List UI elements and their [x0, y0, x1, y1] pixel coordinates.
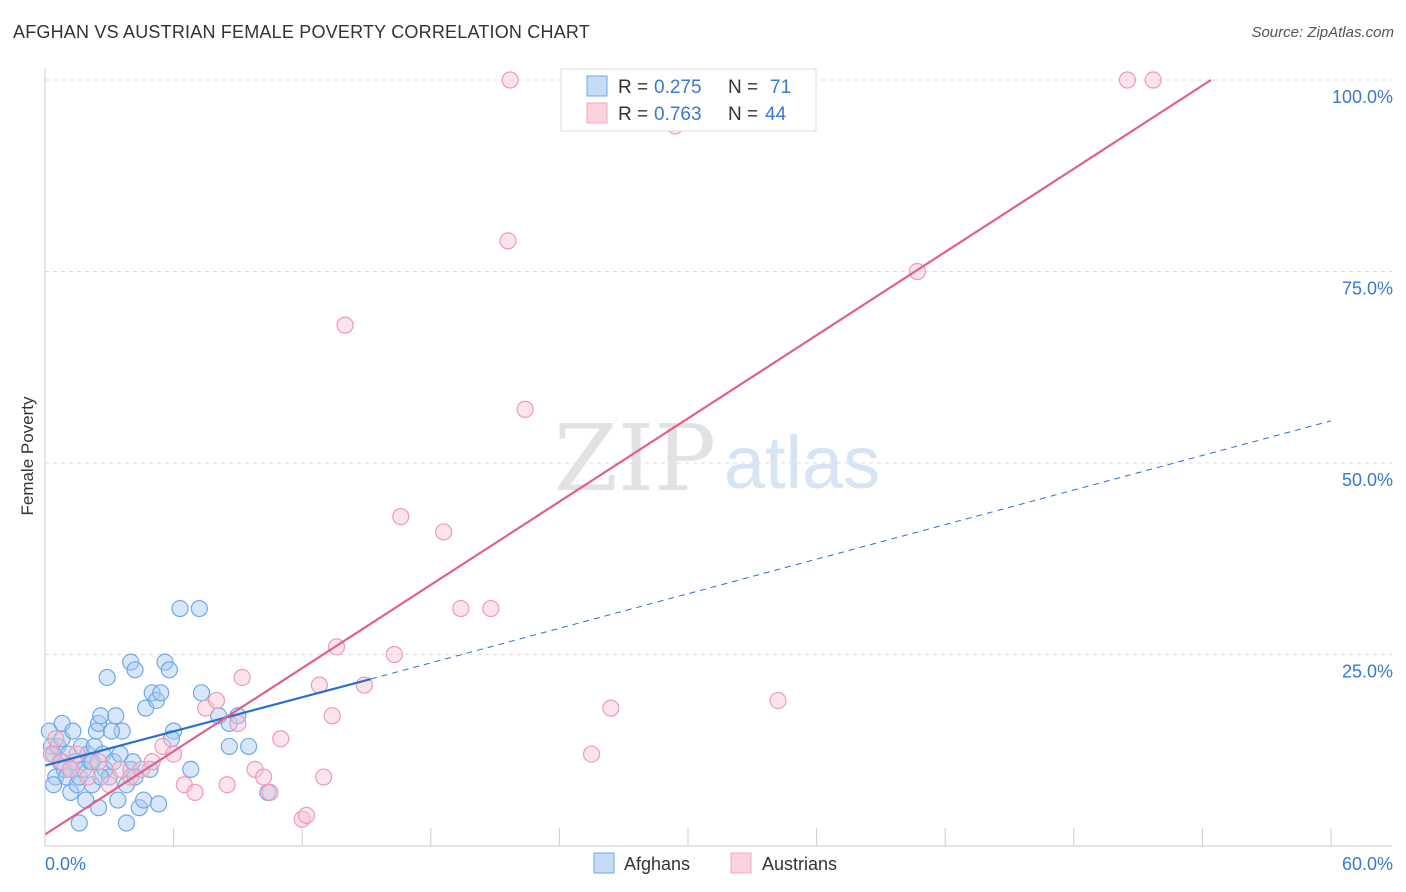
- bottom-legend-label-afghans: Afghans: [624, 854, 690, 874]
- austrians-point: [385, 645, 403, 664]
- afghans-point: [44, 776, 63, 794]
- afghans-point: [192, 684, 211, 702]
- austrians-point: [186, 783, 204, 801]
- afghans-point: [134, 791, 153, 809]
- watermark-atlas: atlas: [724, 421, 880, 504]
- y-tick-label: 50.0%: [1342, 470, 1393, 490]
- austrians-point: [482, 599, 500, 618]
- austrians-point: [315, 768, 333, 786]
- x-tick-label: 0.0%: [45, 854, 86, 874]
- austrians-point: [79, 768, 97, 786]
- austrians-point: [62, 760, 80, 779]
- austrians-point: [1144, 71, 1162, 89]
- afghans-point: [240, 737, 258, 756]
- afghans-point: [92, 707, 110, 725]
- afghans-point: [190, 599, 208, 618]
- austrians-point: [261, 783, 279, 801]
- afghans-point: [171, 599, 189, 618]
- afghans-point: [109, 791, 127, 809]
- austrians-point: [207, 691, 226, 710]
- bottom-legend-label-austrians: Austrians: [762, 854, 837, 874]
- austrians-point: [499, 232, 517, 250]
- afghans-point: [117, 814, 136, 832]
- afghans-point: [152, 684, 170, 702]
- austrians-point: [272, 730, 290, 748]
- austrians-point: [233, 668, 251, 687]
- austrians-point: [68, 745, 86, 763]
- legend-swatch-afghans: [586, 75, 608, 97]
- legend-n-label-afghans: N =: [728, 77, 758, 98]
- y-tick-label: 75.0%: [1342, 279, 1393, 299]
- afghans-point: [102, 722, 121, 740]
- afghans-point: [107, 707, 125, 725]
- y-tick-label: 25.0%: [1342, 662, 1393, 682]
- austrians-point: [89, 753, 108, 771]
- source-credit: Source: ZipAtlas.com: [1251, 24, 1394, 41]
- points-layer: [40, 71, 1162, 832]
- austrians-point: [229, 714, 247, 733]
- afghans-trendline: [44, 677, 372, 767]
- grid-layer: [45, 79, 1392, 655]
- austrians-point: [452, 599, 470, 618]
- austrians-point: [255, 768, 273, 786]
- austrians-point: [602, 699, 620, 717]
- legend-r-value-afghans: 0.275: [654, 77, 702, 98]
- austrians-point: [769, 691, 787, 710]
- afghans-point: [64, 722, 82, 740]
- afghans-point: [89, 799, 108, 817]
- austrians-point: [297, 806, 316, 824]
- austrians-point: [501, 71, 519, 89]
- legend-r-label-afghans: R =: [618, 77, 648, 98]
- afghans-point: [98, 668, 116, 687]
- legend-n-value-afghans: 71: [770, 77, 791, 98]
- bottom-legend-swatch-austrians: [730, 852, 752, 874]
- series-legend: Afghans Austrians: [593, 852, 837, 874]
- austrians-point: [47, 730, 65, 748]
- watermark-zip: ZIP: [554, 405, 716, 512]
- austrians-point: [516, 400, 534, 418]
- austrians-point: [582, 745, 601, 763]
- legend-r-value-austrians: 0.763: [654, 104, 702, 125]
- x-tick-label: 60.0%: [1342, 854, 1393, 874]
- legend-swatch-austrians: [586, 102, 608, 124]
- axis-layer: 25.0% 50.0% 75.0% 100.0% 0.0% 60.0%: [44, 68, 1393, 874]
- legend-r-label-austrians: R =: [618, 104, 648, 125]
- afghans-point: [149, 795, 168, 813]
- correlation-legend: R = 0.275 N = 71 R = 0.763 N = 44: [560, 68, 817, 132]
- y-tick-label: 100.0%: [1332, 87, 1393, 107]
- afghans-trendline-extension: [370, 420, 1332, 680]
- legend-n-value-austrians: 44: [765, 104, 787, 125]
- austrians-point: [165, 745, 183, 763]
- afghans-point: [220, 737, 238, 756]
- austrians-trendline: [44, 79, 1212, 836]
- afghans-point: [182, 760, 200, 779]
- austrians-point: [143, 753, 161, 771]
- afghans-point: [160, 661, 178, 679]
- austrians-point: [435, 523, 453, 541]
- austrians-point: [336, 316, 354, 334]
- austrians-point: [1118, 71, 1136, 89]
- afghans-point: [111, 745, 129, 763]
- trend-layer: [44, 79, 1332, 836]
- austrians-point: [392, 508, 410, 526]
- austrians-point: [323, 707, 341, 725]
- afghans-point: [70, 814, 88, 832]
- chart-title: AFGHAN VS AUSTRIAN FEMALE POVERTY CORREL…: [13, 22, 590, 42]
- afghans-point: [126, 661, 144, 679]
- bottom-legend-swatch-afghans: [593, 852, 615, 874]
- legend-n-label-austrians: N =: [728, 104, 758, 125]
- austrians-point: [218, 776, 236, 794]
